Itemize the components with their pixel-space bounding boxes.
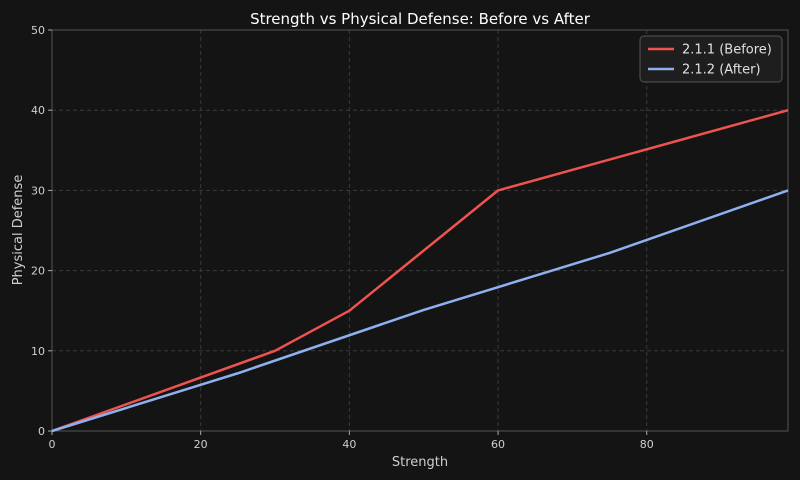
x-tick-label: 20 bbox=[194, 438, 208, 451]
y-tick-label: 0 bbox=[38, 425, 45, 438]
x-tick-label: 0 bbox=[49, 438, 56, 451]
series-line bbox=[51, 189, 789, 433]
axis-ticks: 0 20 40 60 80 0 10 20 30 40 50 bbox=[31, 24, 654, 451]
x-tick-label: 80 bbox=[640, 438, 654, 451]
x-tick-label: 60 bbox=[491, 438, 505, 451]
y-axis-label: Physical Defense bbox=[11, 175, 26, 286]
legend: 2.1.1 (Before) 2.1.2 (After) bbox=[639, 35, 783, 83]
legend-label: 2.1.2 (After) bbox=[682, 63, 761, 78]
y-tick-label: 40 bbox=[31, 104, 45, 117]
y-tick-label: 50 bbox=[31, 24, 45, 37]
plot-frame bbox=[51, 29, 789, 432]
legend-box bbox=[639, 35, 783, 83]
y-tick-label: 10 bbox=[31, 345, 45, 358]
x-tick-label: 40 bbox=[342, 438, 356, 451]
legend-label: 2.1.1 (Before) bbox=[682, 43, 772, 58]
x-axis-label: Strength bbox=[392, 455, 448, 470]
chart-title: Strength vs Physical Defense: Before vs … bbox=[250, 10, 591, 28]
y-tick-label: 20 bbox=[31, 265, 45, 278]
y-tick-label: 30 bbox=[31, 184, 45, 197]
series-lines bbox=[51, 108, 789, 433]
series-line bbox=[51, 108, 789, 433]
